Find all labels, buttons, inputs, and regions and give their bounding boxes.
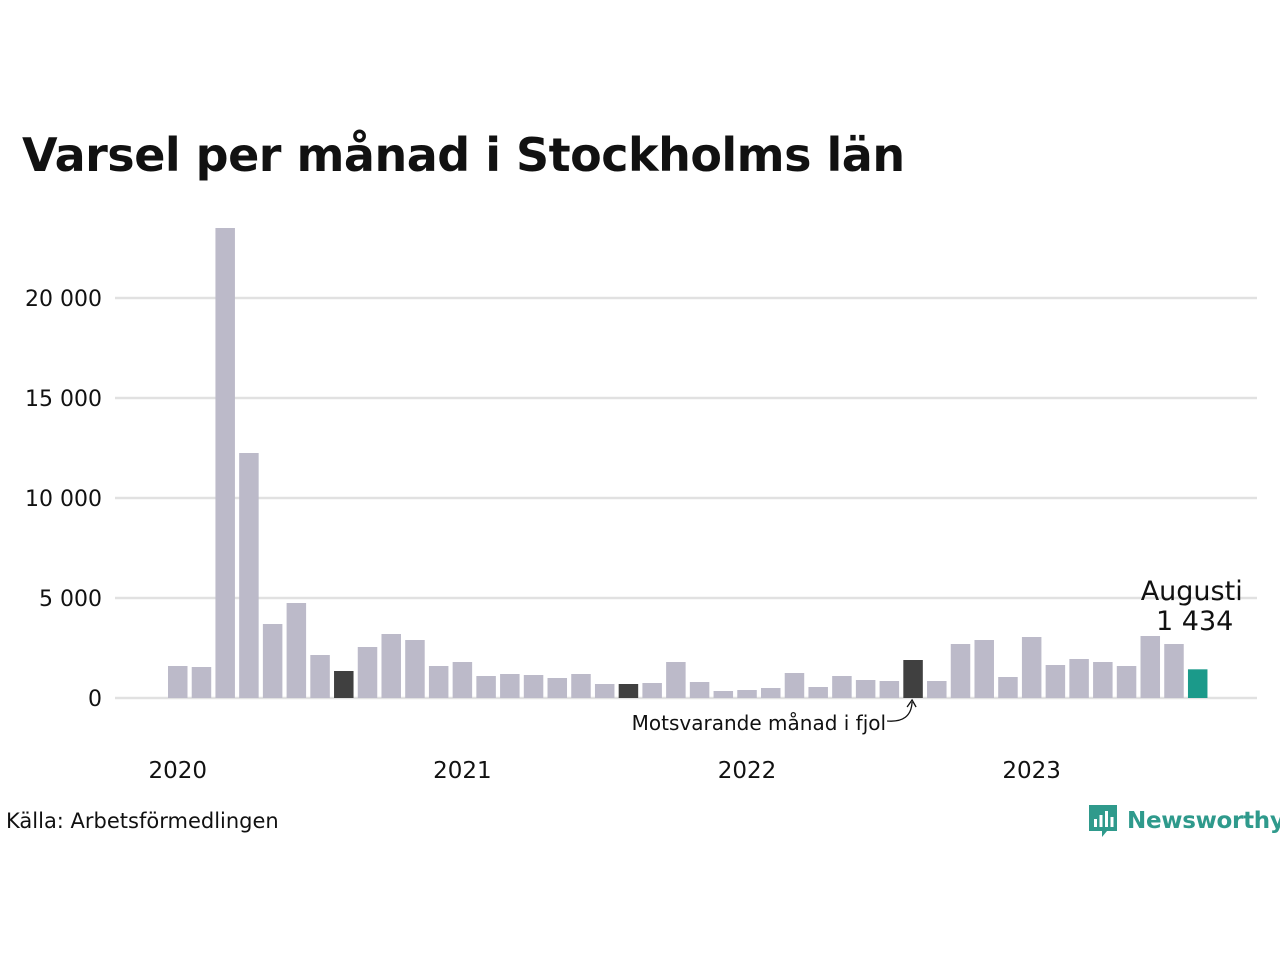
bar-2021-09 bbox=[642, 683, 662, 698]
bar-2023-03 bbox=[1069, 659, 1089, 698]
y-tick-label: 0 bbox=[88, 687, 102, 712]
bar-2023-05 bbox=[1116, 666, 1137, 698]
bar-2023-06 bbox=[1140, 636, 1161, 698]
bar-2022-05 bbox=[832, 676, 852, 698]
bar-2021-04 bbox=[523, 675, 544, 698]
bar-2021-01 bbox=[452, 662, 473, 698]
bar-2022-07 bbox=[879, 681, 900, 698]
brand-name: Newsworthy bbox=[1127, 808, 1280, 834]
bar-2022-11 bbox=[974, 640, 994, 698]
y-tick-label: 20 000 bbox=[25, 287, 102, 312]
bar-2021-03 bbox=[500, 674, 520, 698]
grid-lines bbox=[115, 296, 1257, 700]
bar-2020-08 bbox=[334, 671, 354, 698]
bar-2020-01 bbox=[168, 666, 188, 698]
bar-2021-02 bbox=[476, 676, 496, 698]
bar-2022-03 bbox=[784, 673, 805, 698]
y-tick-label: 10 000 bbox=[25, 487, 102, 512]
bar-2020-04 bbox=[239, 453, 259, 698]
x-year-label: 2022 bbox=[718, 758, 777, 784]
bar-2020-10 bbox=[381, 634, 401, 698]
x-axis-year-labels: 2020 2021 2022 2023 bbox=[148, 758, 1060, 784]
bar-2021-12 bbox=[713, 691, 734, 698]
bar-2023-08 bbox=[1187, 669, 1208, 698]
bar-2022-10 bbox=[950, 644, 971, 698]
bar-2020-07 bbox=[310, 655, 330, 698]
bar-2022-12 bbox=[998, 677, 1018, 698]
y-tick-label: 15 000 bbox=[25, 387, 102, 412]
bar-2023-01 bbox=[1021, 637, 1042, 698]
bar-2023-07 bbox=[1164, 644, 1184, 698]
annotation-arrowhead bbox=[906, 698, 917, 708]
source-note: Källa: Arbetsförmedlingen bbox=[6, 809, 279, 833]
y-tick-label: 5 000 bbox=[39, 587, 102, 612]
annotation-label: Motsvarande månad i fjol bbox=[632, 711, 886, 735]
bar-2022-06 bbox=[855, 680, 876, 698]
bar-2020-06 bbox=[286, 603, 307, 698]
bar-2021-11 bbox=[689, 682, 710, 698]
annotation-arrow bbox=[887, 701, 913, 722]
bar-2020-02 bbox=[191, 667, 212, 698]
bar-2021-10 bbox=[666, 662, 686, 698]
bar-2020-05 bbox=[262, 624, 283, 698]
bar-2022-02 bbox=[761, 688, 781, 698]
bar-2022-08 bbox=[903, 660, 923, 698]
y-axis-tick-labels: 0 5 000 10 000 15 000 20 000 bbox=[25, 287, 102, 712]
highlight-value-label: 1 434 bbox=[1156, 606, 1233, 637]
bar-2020-12 bbox=[428, 666, 449, 698]
x-year-label: 2020 bbox=[148, 758, 207, 784]
bar-2022-09 bbox=[927, 681, 947, 698]
bar-chart-speech-bubble-icon bbox=[1089, 805, 1117, 837]
bar-2021-05 bbox=[547, 678, 568, 698]
bar-2023-04 bbox=[1093, 662, 1113, 698]
highlight-month-label: Augusti bbox=[1141, 576, 1243, 607]
bar-2021-07 bbox=[594, 684, 615, 698]
bar-2020-09 bbox=[357, 647, 378, 698]
newsworthy-logo[interactable]: Newsworthy bbox=[1087, 803, 1280, 839]
bar-2021-08 bbox=[618, 684, 639, 698]
x-year-label: 2021 bbox=[433, 758, 492, 784]
bar-2021-06 bbox=[571, 674, 591, 698]
page-title: Varsel per månad i Stockholms län bbox=[22, 128, 905, 182]
bars bbox=[168, 228, 1208, 698]
bar-2020-11 bbox=[405, 640, 425, 698]
bar-2022-01 bbox=[737, 690, 757, 698]
bar-2022-04 bbox=[808, 687, 828, 698]
bar-2023-02 bbox=[1045, 665, 1066, 698]
x-year-label: 2023 bbox=[1002, 758, 1061, 784]
bar-2020-03 bbox=[215, 228, 235, 698]
